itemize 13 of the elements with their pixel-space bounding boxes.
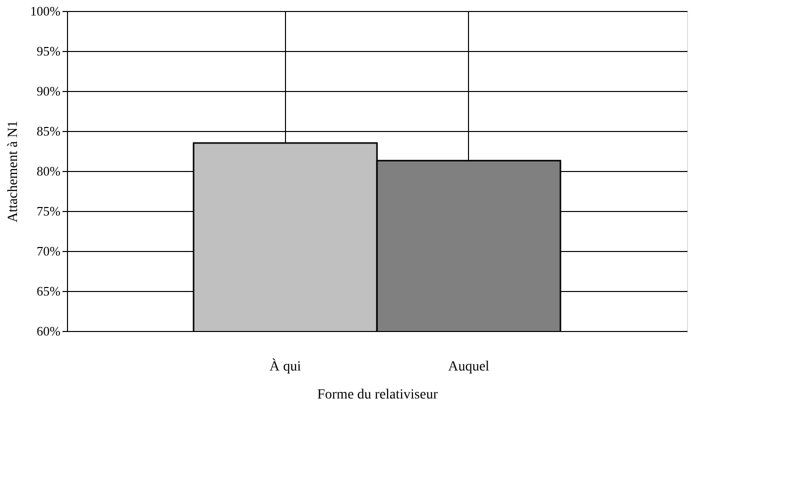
y-tick-label: 75% (36, 204, 61, 218)
y-tick-label: 70% (36, 244, 61, 258)
y-tick-label: 90% (36, 84, 61, 98)
x-axis-title: Forme du relativiseur (317, 388, 438, 402)
y-tick-label: 80% (36, 164, 61, 178)
y-tick-label: 60% (36, 324, 61, 338)
y-tick-label: 95% (36, 44, 61, 58)
x-tick-label: Auquel (448, 360, 490, 374)
y-axis-title: Attachement à N1 (6, 120, 22, 222)
y-tick-label: 65% (36, 284, 61, 298)
y-tick-label: 85% (36, 124, 61, 138)
x-tick-label: À qui (270, 358, 302, 374)
y-tick-label: 100% (30, 4, 61, 18)
